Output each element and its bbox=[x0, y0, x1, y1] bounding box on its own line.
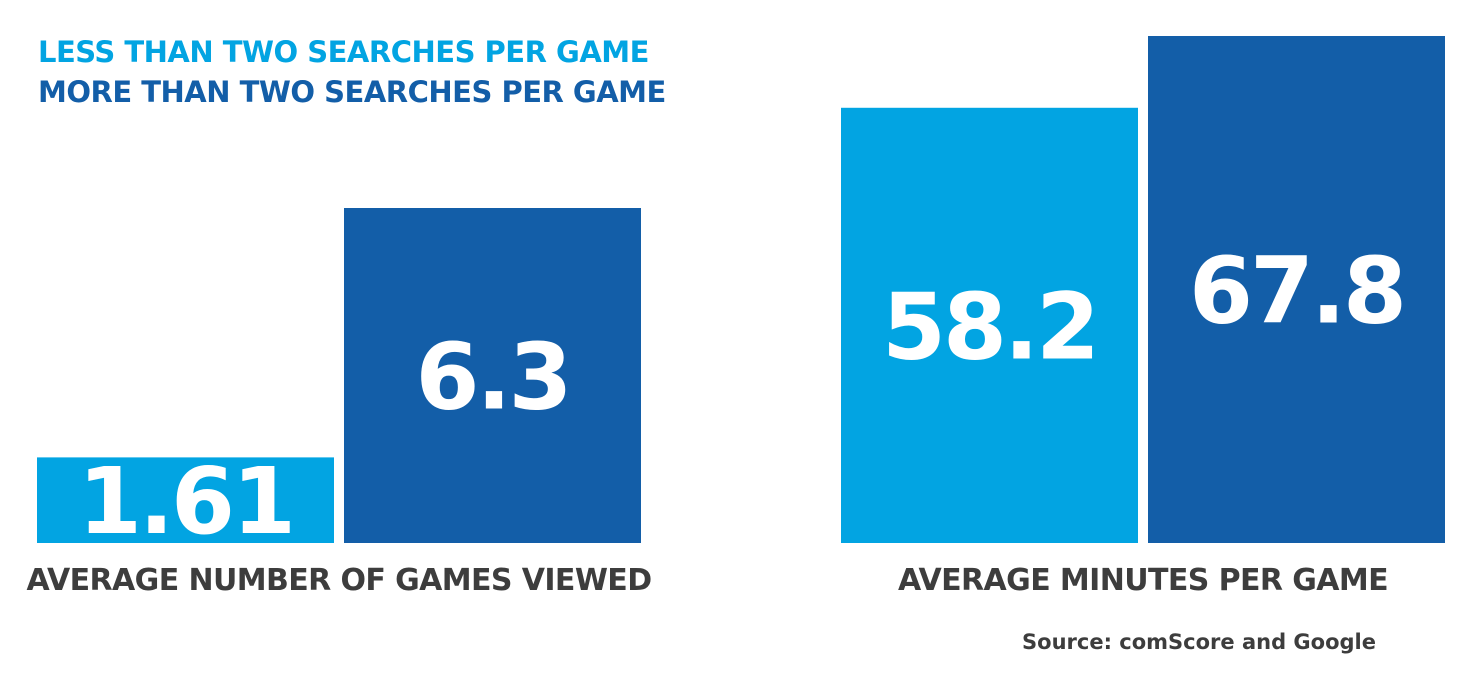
bar-value-label: 1.61 bbox=[78, 448, 293, 555]
source-note: Source: comScore and Google bbox=[1022, 630, 1376, 654]
legend: LESS THAN TWO SEARCHES PER GAME MORE THA… bbox=[38, 32, 666, 112]
bar-value-label: 6.3 bbox=[416, 324, 570, 431]
bar-1-2 bbox=[344, 208, 641, 543]
x-axis-label: AVERAGE MINUTES PER GAME bbox=[898, 563, 1388, 598]
legend-item-more-than-two: MORE THAN TWO SEARCHES PER GAME bbox=[38, 75, 666, 109]
bar-value-label: 67.8 bbox=[1189, 238, 1404, 345]
legend-item-less-than-two: LESS THAN TWO SEARCHES PER GAME bbox=[38, 35, 649, 69]
bar-2-2 bbox=[1148, 36, 1445, 543]
bar-1-1 bbox=[37, 457, 334, 543]
bar-2-1 bbox=[841, 107, 1138, 544]
bar-value-label: 58.2 bbox=[882, 273, 1097, 380]
x-axis-label: AVERAGE NUMBER OF GAMES VIEWED bbox=[26, 563, 651, 598]
